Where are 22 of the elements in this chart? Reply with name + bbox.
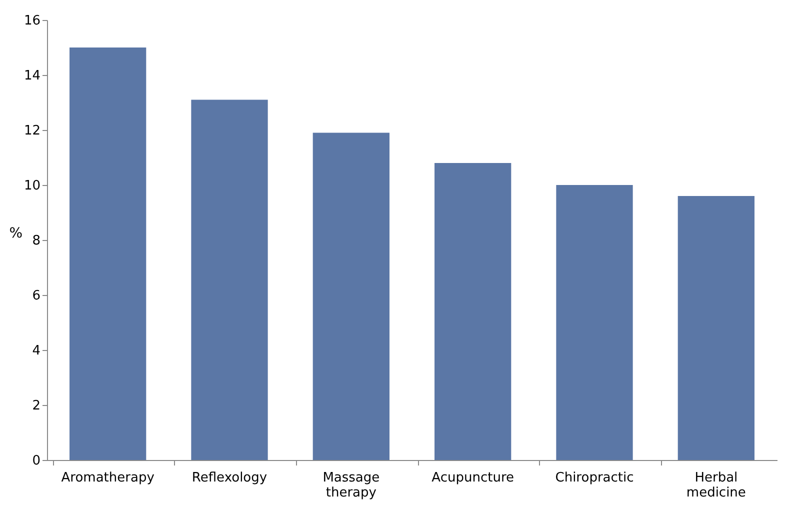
y-tick-label: 10: [24, 178, 40, 194]
y-tick-label: 8: [32, 234, 40, 248]
bar: [434, 163, 512, 460]
bar: [70, 48, 146, 460]
x-tick-label: Acupuncture: [432, 470, 514, 486]
x-tick-label: Reflexology: [192, 470, 268, 486]
y-tick-label: 0: [32, 454, 40, 468]
bar: [312, 132, 390, 460]
x-tick-label: Chiropractic: [555, 470, 634, 486]
bar: [191, 100, 268, 460]
bar: [556, 185, 633, 460]
y-tick-label: 6: [32, 288, 40, 304]
x-tick-label: Herbal medicine: [686, 470, 746, 500]
bar: [678, 196, 754, 460]
y-tick-label: 4: [32, 344, 40, 358]
y-axis-title: %: [9, 226, 23, 242]
y-tick-label: 16: [24, 14, 40, 28]
y-tick-label: 14: [24, 68, 40, 84]
x-tick-label: Aromatherapy: [61, 470, 155, 486]
y-tick-label: 2: [32, 398, 40, 414]
y-tick-label: 12: [24, 124, 40, 138]
x-tick-label: Massage therapy: [322, 470, 380, 500]
